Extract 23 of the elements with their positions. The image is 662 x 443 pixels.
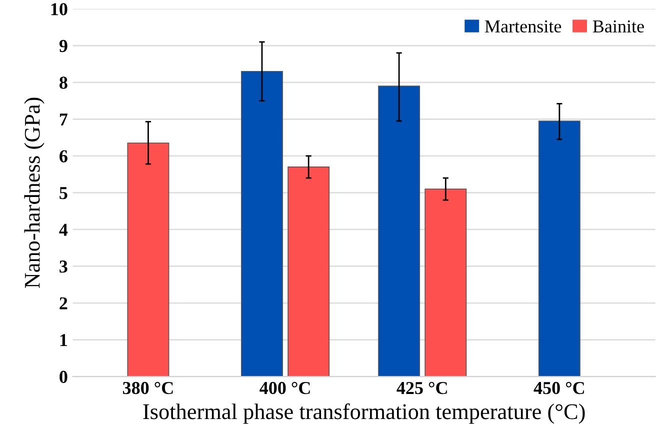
y-tick-label: 5 xyxy=(60,187,68,200)
y-tick-label: 4 xyxy=(59,224,68,236)
legend-label: Martensite xyxy=(485,20,562,33)
y-tick-label: 0 xyxy=(60,370,68,383)
y-axis-title: Nano-hardness (GPa) xyxy=(24,98,44,288)
x-tick-label: 450 °C xyxy=(534,382,584,394)
y-tick-label: 10 xyxy=(51,3,68,16)
y-tick-label: 6 xyxy=(60,150,68,162)
x-tick-label: 425 °C xyxy=(396,382,447,394)
x-tick-label: 380 °C xyxy=(122,382,173,394)
y-tick-label: 1 xyxy=(60,334,68,346)
y-tick-label: 2 xyxy=(60,297,68,310)
y-tick-label: 9 xyxy=(59,40,68,52)
x-tick-label: 400 °C xyxy=(260,382,310,394)
y-tick-label: 8 xyxy=(60,76,68,89)
bar xyxy=(241,70,283,377)
bar xyxy=(538,120,580,377)
legend-label: Bainite xyxy=(592,20,644,33)
x-axis-title: Isothermal phase transformation temperature (°C) xyxy=(143,403,585,424)
bar xyxy=(127,142,170,377)
y-tick-label: 7 xyxy=(60,114,68,126)
y-tick-label: 3 xyxy=(60,260,68,273)
bar xyxy=(424,188,467,377)
